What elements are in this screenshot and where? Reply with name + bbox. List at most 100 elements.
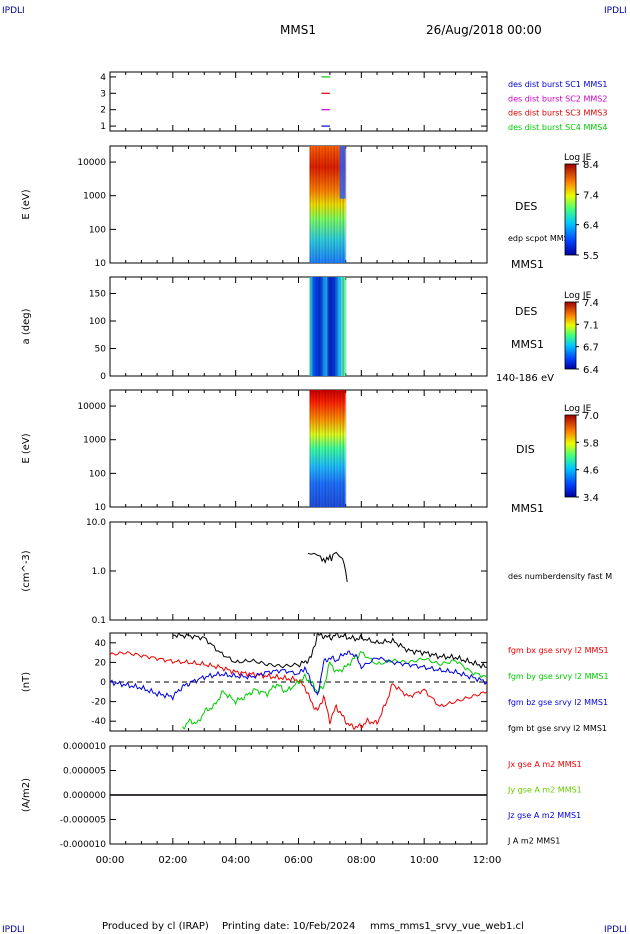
colorbar-tick-label: 8.4 (583, 160, 599, 171)
density-line (307, 551, 348, 582)
colorbar (564, 414, 577, 498)
footer-printing-date: Printing date: 10/Feb/2024 (222, 921, 355, 932)
corner-label-tr: IPDLI (604, 6, 627, 16)
burst-legend-entry: des dist burst SC2 MMS2 (508, 94, 607, 103)
overlay-label: edp scpot MMS1 (508, 234, 574, 243)
colorbar-title: Log JE (564, 153, 592, 163)
time-tick-label: 06:00 (284, 855, 313, 866)
colorbar-tick-label: 3.4 (583, 493, 599, 504)
colorbar-title: Log JE (564, 404, 592, 414)
y-tick-label: 2 (100, 106, 106, 116)
spectrogram-stripe (309, 146, 311, 263)
fgm-legend-entry: fgm bx gse srvy l2 MMS1 (508, 646, 609, 655)
y-axis-label: (nT) (21, 672, 32, 692)
colorbar-tick-label: 5.8 (583, 438, 599, 449)
energy-range-label: 140-186 eV (496, 373, 554, 384)
corner-label-bl: IPDLI (2, 925, 25, 934)
spectrogram-stripe (318, 146, 320, 263)
colorbar-tick-label: 6.7 (583, 343, 599, 354)
y-tick-label: 0 (100, 678, 106, 688)
y-tick-label: -40 (91, 717, 106, 727)
spectrogram-stripe (327, 390, 329, 507)
panel-frame (109, 71, 488, 132)
fgm-legend-entry: fgm bt gse srvy l2 MMS1 (508, 724, 607, 733)
fgm-legend-entry: fgm by gse srvy l2 MMS1 (508, 672, 609, 681)
spectrogram-block (309, 146, 346, 263)
fgm-series-line (110, 650, 487, 701)
spectrogram-stripe (333, 146, 335, 263)
y-tick-label: 0.000010 (63, 742, 106, 752)
spectrogram-stripe (324, 390, 326, 507)
spectrogram-stripe (315, 277, 317, 376)
colorbar-tick-label: 7.0 (583, 411, 599, 422)
spectrogram-stripe (336, 390, 338, 507)
spectrogram-block (309, 277, 346, 376)
date-title: 26/Aug/2018 00:00 (426, 23, 542, 37)
y-tick-label: 50 (95, 345, 107, 355)
y-axis-label: a (deg) (21, 308, 32, 344)
colorbar-tick-label: 7.4 (583, 298, 599, 309)
spectrogram-stripe (330, 390, 332, 507)
spectrogram-stripe (309, 277, 311, 376)
panel-content: 1 2 3 4 des dist burst SC1 MMS1 des dist burs… (21, 73, 612, 866)
spectrogram-stripe (333, 390, 335, 507)
current-legend-entry: J A m2 MMS1 (507, 837, 560, 846)
current-legend-entry: Jy gse A m2 MMS1 (507, 786, 582, 795)
y-tick-label: 1 (100, 122, 106, 132)
y-tick-label: 0.000005 (63, 767, 106, 777)
corner-label-br: IPDLI (604, 925, 627, 934)
colorbar-title: Log JE (564, 291, 592, 301)
y-tick-label: 10.0 (86, 518, 106, 528)
spectrogram-stripe (330, 277, 332, 376)
panel-label-dis: DIS (516, 443, 535, 456)
spectrogram-stripe (324, 146, 326, 263)
colorbar-tick-label: 4.6 (583, 466, 599, 477)
spectrogram-stripe (327, 277, 329, 376)
y-tick-label: 10000 (77, 158, 106, 168)
spectrogram-stripe (342, 277, 344, 376)
spectrogram-stripe (330, 146, 332, 263)
density-legend: des numberdensity fast M (508, 572, 612, 581)
panel-label-des: DES (515, 200, 537, 213)
sc-label: MMS1 (511, 502, 544, 515)
spectrogram-stripe (336, 146, 338, 263)
panel-frame (109, 521, 488, 621)
spectrogram-block (309, 390, 346, 507)
spectrogram-stripe (333, 277, 335, 376)
spectrogram-stripe (339, 277, 341, 376)
burst-legend-entry: des dist burst SC1 MMS1 (508, 80, 607, 89)
spectrogram-stripe (315, 146, 317, 263)
corner-label-tl: IPDLI (2, 6, 25, 16)
y-tick-label: 10 (95, 503, 107, 513)
colorbar (564, 163, 577, 256)
time-tick-label: 10:00 (410, 855, 439, 866)
current-legend-entry: Jz gse A m2 MMS1 (507, 811, 581, 820)
colorbar (564, 301, 577, 370)
spectrogram-stripe (339, 390, 341, 507)
y-tick-label: 100 (89, 225, 106, 235)
spectrogram-stripe (315, 390, 317, 507)
panel-frame (109, 145, 488, 264)
time-tick-label: 04:00 (221, 855, 250, 866)
time-tick-label: 12:00 (473, 855, 502, 866)
spectrogram-stripe (345, 146, 347, 263)
panel-frames (109, 71, 488, 845)
current-legend-entry: Jx gse A m2 MMS1 (507, 760, 582, 769)
burst-legend-entry: des dist burst SC3 MMS3 (508, 109, 607, 118)
panel-frame (109, 389, 488, 508)
sc-label: MMS1 (511, 338, 544, 351)
footer-produced-by: Produced by cl (IRAP) (102, 921, 209, 932)
colorbar-tick-label: 6.4 (583, 221, 599, 232)
spectrogram-stripe (318, 277, 320, 376)
y-tick-label: 3 (100, 89, 106, 99)
burst-legend-entry: des dist burst SC4 MMS4 (508, 123, 607, 132)
panel-frame (109, 276, 488, 377)
colorbar-tick-label: 7.4 (583, 190, 599, 201)
spectrogram-stripe (321, 390, 323, 507)
y-axis-label: (A/m2) (21, 778, 32, 812)
time-tick-label: 02:00 (158, 855, 187, 866)
spectrogram-stripe (318, 390, 320, 507)
colorbar-tick-label: 6.4 (583, 365, 599, 376)
footer-filename: mms_mms1_srvy_vue_web1.cl (370, 921, 524, 932)
